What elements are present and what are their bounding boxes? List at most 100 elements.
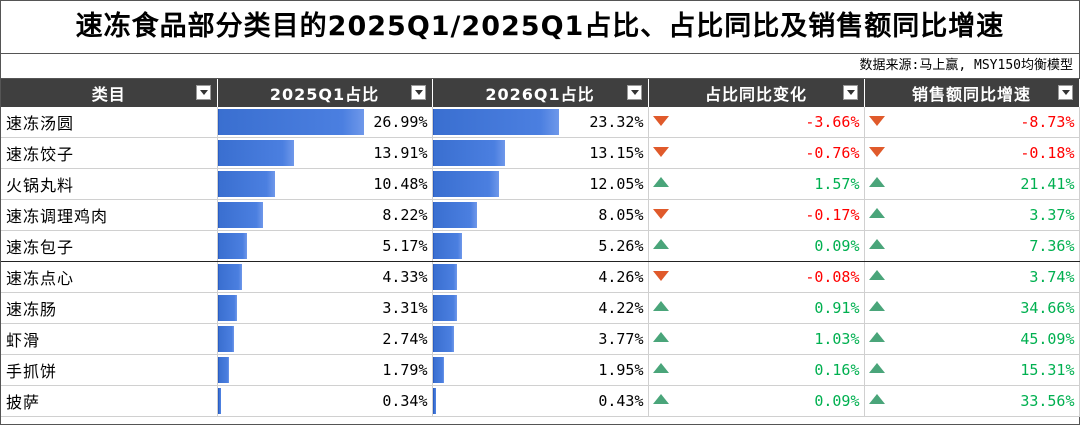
share-2025-cell[interactable]: 1.79% (217, 354, 433, 386)
share-change-cell[interactable]: 0.91% (648, 292, 865, 324)
share-change-cell[interactable]: 0.09% (648, 230, 865, 262)
data-bar-edge (217, 109, 219, 135)
share-2026-cell[interactable]: 13.15% (432, 137, 649, 169)
cell-value: 1.03% (814, 330, 860, 348)
header-label: 销售额同比增速 (911, 85, 1031, 104)
cell-value: 3.31% (382, 299, 428, 317)
category-cell[interactable]: 速冻点心 (1, 261, 218, 293)
share-2026-cell[interactable]: 23.32% (432, 107, 649, 138)
category-cell[interactable]: 速冻包子 (1, 230, 218, 262)
sales-growth-cell[interactable]: 3.74% (864, 261, 1080, 293)
share-change-cell[interactable]: 0.16% (648, 354, 865, 386)
cell-value: 0.16% (814, 361, 860, 379)
data-bar (218, 171, 275, 197)
header-share-2026: 2026Q1占比 (432, 79, 649, 107)
sales-growth-cell[interactable]: 45.09% (864, 323, 1080, 355)
cell-value: -3.66% (805, 113, 860, 131)
table-row: 手抓饼 1.79% 1.95% 0.16% 15.31% (1, 354, 1080, 386)
table-row: 速冻调理鸡肉 8.22% 8.05% -0.17% 3.37% (1, 199, 1080, 231)
header-label: 2025Q1占比 (269, 85, 380, 104)
cell-value: 0.09% (814, 237, 860, 255)
header-category: 类目 (1, 79, 218, 107)
share-2025-cell[interactable]: 3.31% (217, 292, 433, 324)
share-2025-cell[interactable]: 4.33% (217, 261, 433, 293)
data-bar-edge (217, 295, 219, 321)
sales-growth-cell[interactable]: 34.66% (864, 292, 1080, 324)
triangle-down-icon (652, 147, 669, 157)
category-cell[interactable]: 速冻汤圆 (1, 107, 218, 138)
share-2026-cell[interactable]: 3.77% (432, 323, 649, 355)
table-row: 速冻汤圆 26.99% 23.32% -3.66% -8.73% (1, 107, 1080, 138)
cell-value: 13.15% (589, 144, 644, 162)
share-2025-cell[interactable]: 8.22% (217, 199, 433, 231)
filter-dropdown-icon[interactable] (195, 85, 211, 100)
category-cell[interactable]: 火锅丸料 (1, 168, 218, 200)
triangle-up-icon (652, 394, 669, 404)
share-2026-cell[interactable]: 5.26% (432, 230, 649, 262)
cell-value: 10.48% (373, 175, 428, 193)
category-cell[interactable]: 披萨 (1, 385, 218, 417)
sales-growth-cell[interactable]: 3.37% (864, 199, 1080, 231)
category-cell[interactable]: 速冻肠 (1, 292, 218, 324)
data-bar (218, 388, 221, 414)
share-2025-cell[interactable]: 0.34% (217, 385, 433, 417)
share-2025-cell[interactable]: 5.17% (217, 230, 433, 262)
share-2026-cell[interactable]: 4.22% (432, 292, 649, 324)
header-label: 占比同比变化 (704, 85, 807, 104)
data-bar-edge (217, 357, 219, 383)
sales-growth-cell[interactable]: -0.18% (864, 137, 1080, 169)
sales-growth-cell[interactable]: -8.73% (864, 107, 1080, 138)
category-cell[interactable]: 速冻调理鸡肉 (1, 199, 218, 231)
share-2026-cell[interactable]: 1.95% (432, 354, 649, 386)
share-change-cell[interactable]: -0.08% (648, 261, 865, 293)
data-bar (218, 295, 237, 321)
category-cell[interactable]: 手抓饼 (1, 354, 218, 386)
share-2025-cell[interactable]: 10.48% (217, 168, 433, 200)
sales-growth-cell[interactable]: 21.41% (864, 168, 1080, 200)
cell-value: 3.37% (1029, 206, 1075, 224)
filter-dropdown-icon[interactable] (410, 85, 426, 100)
triangle-up-icon (868, 208, 885, 218)
sales-growth-cell[interactable]: 7.36% (864, 230, 1080, 262)
triangle-up-icon (868, 363, 885, 373)
share-2025-cell[interactable]: 2.74% (217, 323, 433, 355)
share-change-cell[interactable]: -0.17% (648, 199, 865, 231)
share-2025-cell[interactable]: 26.99% (217, 107, 433, 138)
header-label: 类目 (91, 85, 126, 104)
sales-growth-cell[interactable]: 33.56% (864, 385, 1080, 417)
filter-dropdown-icon[interactable] (842, 85, 858, 100)
share-change-cell[interactable]: -0.76% (648, 137, 865, 169)
share-2025-cell[interactable]: 13.91% (217, 137, 433, 169)
category-cell[interactable]: 速冻饺子 (1, 137, 218, 169)
share-change-cell[interactable]: 0.09% (648, 385, 865, 417)
share-2026-cell[interactable]: 4.26% (432, 261, 649, 293)
share-2026-cell[interactable]: 8.05% (432, 199, 649, 231)
filter-dropdown-icon[interactable] (626, 85, 642, 100)
cell-value: 5.17% (382, 237, 428, 255)
header-sales-growth: 销售额同比增速 (864, 79, 1080, 107)
cell-value: 8.05% (598, 206, 644, 224)
share-change-cell[interactable]: -3.66% (648, 107, 865, 138)
triangle-down-icon (868, 147, 885, 157)
cell-value: 0.09% (814, 392, 860, 410)
triangle-up-icon (868, 177, 885, 187)
triangle-up-icon (868, 394, 885, 404)
data-bar-edge (432, 233, 434, 259)
sales-growth-cell[interactable]: 15.31% (864, 354, 1080, 386)
table-row: 速冻点心 4.33% 4.26% -0.08% 3.74% (1, 261, 1080, 293)
data-bar (218, 326, 234, 352)
cell-value: 23.32% (589, 113, 644, 131)
cell-value: 1.79% (382, 361, 428, 379)
triangle-up-icon (652, 177, 669, 187)
filter-dropdown-icon[interactable] (1057, 85, 1073, 100)
share-2026-cell[interactable]: 12.05% (432, 168, 649, 200)
cell-value: -0.17% (805, 206, 860, 224)
category-cell[interactable]: 虾滑 (1, 323, 218, 355)
data-bar (433, 264, 457, 290)
cell-value: 13.91% (373, 144, 428, 162)
share-change-cell[interactable]: 1.03% (648, 323, 865, 355)
share-2026-cell[interactable]: 0.43% (432, 385, 649, 417)
header-label: 2026Q1占比 (485, 85, 595, 104)
share-change-cell[interactable]: 1.57% (648, 168, 865, 200)
cell-value: -0.08% (805, 268, 860, 286)
